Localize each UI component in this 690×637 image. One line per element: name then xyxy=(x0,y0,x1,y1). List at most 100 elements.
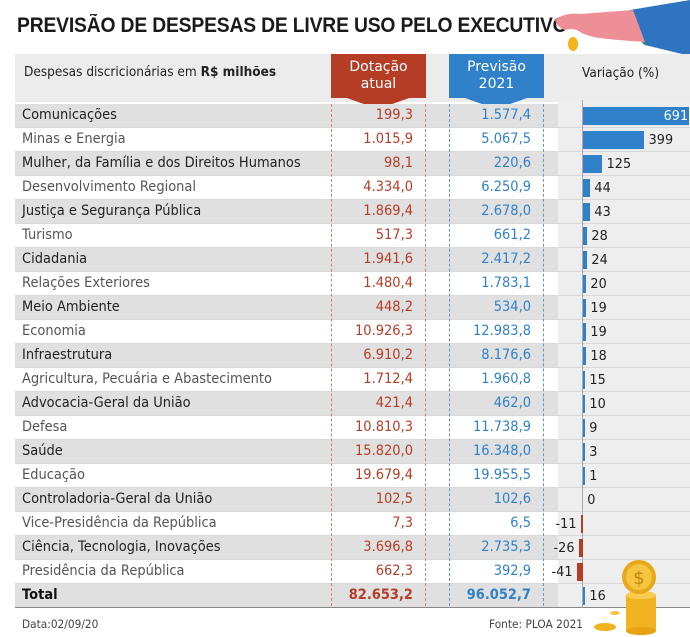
dotacao-value: 448,2 xyxy=(375,299,413,315)
ministry-name: Controladoria-Geral da União xyxy=(22,491,213,507)
ministry-name: Advocacia-Geral da União xyxy=(22,395,191,411)
row-band xyxy=(15,392,558,415)
row-band xyxy=(15,584,558,607)
table-row: Educação 19.679,4 19.955,5 xyxy=(15,464,690,488)
ministry-name: Total xyxy=(22,587,58,603)
ministry-name: Saúde xyxy=(22,443,63,459)
ministry-name: Desenvolvimento Regional xyxy=(22,179,197,195)
table-row: Defesa 10.810,3 11.738,9 xyxy=(15,416,690,440)
dotacao-value: 102,5 xyxy=(375,491,413,507)
ministry-name: Mulher, da Família e dos Direitos Humano… xyxy=(22,155,301,171)
dotacao-value: 1.869,4 xyxy=(363,203,413,219)
column-header-variacao: Variação (%) xyxy=(582,65,660,81)
row-band xyxy=(15,200,558,223)
header-label: Despesas discricionárias em R$ milhões xyxy=(24,64,277,80)
column-header-previsao: Previsão 2021 xyxy=(449,54,544,98)
hand-dropping-coin-icon xyxy=(555,0,690,56)
dotacao-right-divider xyxy=(425,104,426,606)
ministry-name: Presidência da República xyxy=(22,563,185,579)
previsao-value: 19.955,5 xyxy=(473,467,531,483)
dotacao-value: 10.810,3 xyxy=(355,419,413,435)
row-band xyxy=(15,488,558,511)
dotacao-value: 4.334,0 xyxy=(363,179,413,195)
coin-stack-icon: $ xyxy=(594,560,656,635)
table-row: Mulher, da Família e dos Direitos Humano… xyxy=(15,152,690,176)
previsao-value: 5.067,5 xyxy=(481,131,531,147)
previsao-value: 102,6 xyxy=(493,491,531,507)
row-band xyxy=(15,248,558,271)
table-row: Minas e Energia 1.015,9 5.067,5 xyxy=(15,128,690,152)
previsao-value: 2.678,0 xyxy=(481,203,531,219)
table-row: Relações Exteriores 1.480,4 1.783,1 xyxy=(15,272,690,296)
previsao-value: 12.983,8 xyxy=(473,323,531,339)
previsao-value: 1.960,8 xyxy=(481,371,531,387)
ministry-name: Relações Exteriores xyxy=(22,275,150,291)
previsao-left-divider xyxy=(449,104,450,606)
table-row: Desenvolvimento Regional 4.334,0 6.250,9 xyxy=(15,176,690,200)
row-band xyxy=(15,440,558,463)
dotacao-value: 6.910,2 xyxy=(363,347,413,363)
dotacao-value: 1.015,9 xyxy=(363,131,413,147)
dotacao-value: 19.679,4 xyxy=(355,467,413,483)
column-header-dotacao: Dotação atual xyxy=(331,54,426,98)
table-row: Comunicações 199,3 1.577,4 xyxy=(15,104,690,128)
table-row: Turismo 517,3 661,2 xyxy=(15,224,690,248)
previsao-value: 661,2 xyxy=(493,227,531,243)
previsao-right-divider xyxy=(543,104,544,606)
previsao-value: 1.577,4 xyxy=(481,107,531,123)
previsao-value: 6.250,9 xyxy=(481,179,531,195)
zero-axis-line xyxy=(582,100,583,608)
ministry-name: Defesa xyxy=(22,419,68,435)
table-row: Justiça e Segurança Pública 1.869,4 2.678,… xyxy=(15,200,690,224)
table-row: Advocacia-Geral da União 421,4 462,0 xyxy=(15,392,690,416)
previsao-value: 392,9 xyxy=(493,563,531,579)
previsao-value: 6,5 xyxy=(510,515,531,531)
ministry-name: Justiça e Segurança Pública xyxy=(22,203,202,219)
previsao-value: 96.052,7 xyxy=(466,587,531,603)
table-row: Economia 10.926,3 12.983,8 xyxy=(15,320,690,344)
dotacao-value: 98,1 xyxy=(384,155,413,171)
dotacao-value: 1.941,6 xyxy=(363,251,413,267)
ministry-name: Economia xyxy=(22,323,86,339)
dotacao-value: 15.820,0 xyxy=(355,443,413,459)
previsao-value: 462,0 xyxy=(493,395,531,411)
ministry-name: Agricultura, Pecuária e Abastecimento xyxy=(22,371,273,387)
variation-panel xyxy=(558,100,690,608)
previsao-value: 2.417,2 xyxy=(481,251,531,267)
previsao-value: 11.738,9 xyxy=(473,419,531,435)
dotacao-value: 3.696,8 xyxy=(363,539,413,555)
previsao-value: 220,6 xyxy=(493,155,531,171)
table-row: Agricultura, Pecuária e Abastecimento 1.7… xyxy=(15,368,690,392)
ministry-name: Comunicações xyxy=(22,107,117,123)
row-band xyxy=(15,104,558,127)
table-row: Infraestrutura 6.910,2 8.176,6 xyxy=(15,344,690,368)
ministry-name: Turismo xyxy=(22,227,73,243)
date-label: Data:02/09/20 xyxy=(22,617,99,631)
previsao-value: 2.735,3 xyxy=(481,539,531,555)
row-band xyxy=(15,344,558,367)
table-row: Presidência da República 662,3 392,9 xyxy=(15,560,690,584)
table-row: Controladoria-Geral da União 102,5 102,6 xyxy=(15,488,690,512)
dotacao-value: 82.653,2 xyxy=(348,587,413,603)
dotacao-value: 662,3 xyxy=(375,563,413,579)
dotacao-value: 1.712,4 xyxy=(363,371,413,387)
previsao-value: 534,0 xyxy=(493,299,531,315)
ministry-name: Minas e Energia xyxy=(22,131,126,147)
ministry-name: Vice-Presidência da República xyxy=(22,515,217,531)
source-label: Fonte: PLOA 2021 xyxy=(489,617,584,631)
dotacao-left-divider xyxy=(331,104,332,606)
dotacao-value: 517,3 xyxy=(375,227,413,243)
previsao-value: 1.783,1 xyxy=(481,275,531,291)
ministry-name: Educação xyxy=(22,467,85,483)
dotacao-value: 1.480,4 xyxy=(363,275,413,291)
row-band xyxy=(15,296,558,319)
ministry-name: Ciência, Tecnologia, Inovações xyxy=(22,539,221,555)
table-row: Meio Ambiente 448,2 534,0 xyxy=(15,296,690,320)
table-row: Vice-Presidência da República 7,3 6,5 xyxy=(15,512,690,536)
row-band xyxy=(15,536,558,559)
ministry-name: Cidadania xyxy=(22,251,88,267)
table-row: Saúde 15.820,0 16.348,0 xyxy=(15,440,690,464)
data-table: Comunicações 199,3 1.577,4 Minas e Energia 1… xyxy=(15,104,690,608)
dotacao-value: 199,3 xyxy=(375,107,413,123)
dotacao-value: 7,3 xyxy=(392,515,413,531)
